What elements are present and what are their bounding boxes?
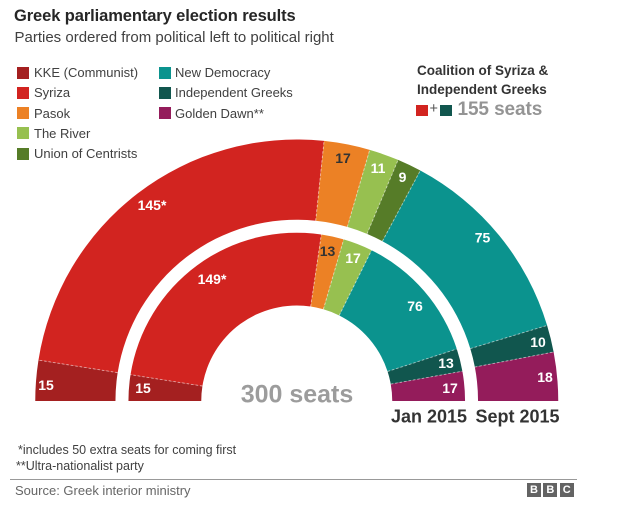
svg-text:145*: 145*: [138, 197, 167, 213]
svg-text:17: 17: [345, 250, 361, 266]
svg-text:Sept 2015: Sept 2015: [475, 407, 559, 427]
svg-text:Jan 2015: Jan 2015: [391, 407, 467, 427]
svg-text:10: 10: [530, 334, 546, 350]
svg-text:17: 17: [442, 380, 458, 396]
svg-text:11: 11: [371, 160, 386, 176]
svg-text:76: 76: [407, 298, 423, 314]
svg-text:13: 13: [320, 243, 336, 259]
svg-text:18: 18: [537, 369, 553, 385]
svg-text:75: 75: [475, 230, 491, 246]
svg-text:300 seats: 300 seats: [241, 381, 354, 409]
svg-text:15: 15: [38, 377, 54, 393]
svg-text:15: 15: [135, 380, 151, 396]
svg-text:9: 9: [399, 169, 407, 185]
svg-text:13: 13: [438, 355, 454, 371]
svg-text:17: 17: [335, 150, 351, 166]
svg-text:149*: 149*: [198, 271, 227, 287]
